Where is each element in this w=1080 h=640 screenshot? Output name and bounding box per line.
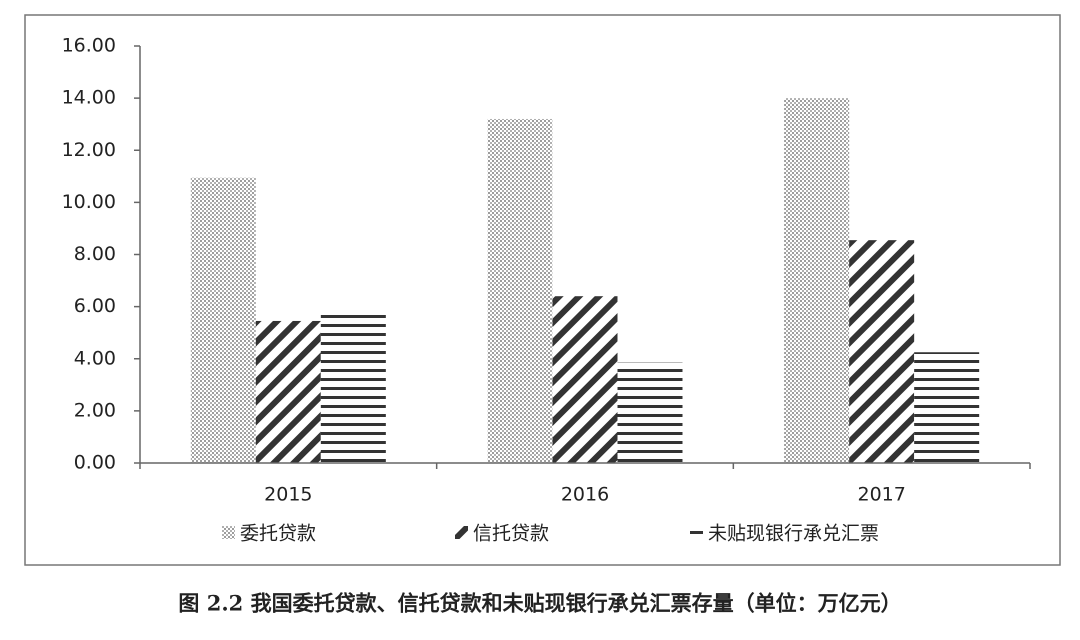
bar — [617, 362, 683, 463]
bar — [487, 118, 553, 463]
legend-swatch — [222, 526, 235, 539]
y-tick-label: 0.00 — [74, 452, 116, 474]
bar — [190, 177, 256, 463]
y-tick-label: 2.00 — [74, 399, 116, 421]
bar — [849, 240, 915, 463]
chart-frame — [24, 14, 1061, 566]
bar — [255, 320, 321, 463]
y-tick-label: 6.00 — [74, 295, 116, 317]
legend-label: 信托贷款 — [473, 523, 549, 545]
legend-swatch — [690, 526, 703, 539]
x-tick-label: 2015 — [264, 484, 312, 506]
y-tick-label: 16.00 — [62, 35, 116, 57]
legend-label: 委托贷款 — [240, 523, 316, 545]
legend-swatch — [455, 526, 468, 539]
bar — [320, 311, 386, 463]
bar — [784, 98, 850, 463]
x-tick-label: 2017 — [857, 484, 905, 506]
bar — [914, 352, 980, 463]
caption: 图 2.2 我国委托贷款、信托贷款和未贴现银行承兑汇票存量（单位：万亿元） — [178, 591, 901, 616]
y-tick-label: 8.00 — [74, 243, 116, 265]
bar — [552, 296, 618, 463]
y-tick-label: 14.00 — [62, 87, 116, 109]
y-tick-label: 12.00 — [62, 139, 116, 161]
x-tick-label: 2016 — [561, 484, 609, 506]
y-tick-label: 10.00 — [62, 191, 116, 213]
legend-label: 未贴现银行承兑汇票 — [708, 523, 879, 545]
y-tick-label: 4.00 — [74, 347, 116, 369]
